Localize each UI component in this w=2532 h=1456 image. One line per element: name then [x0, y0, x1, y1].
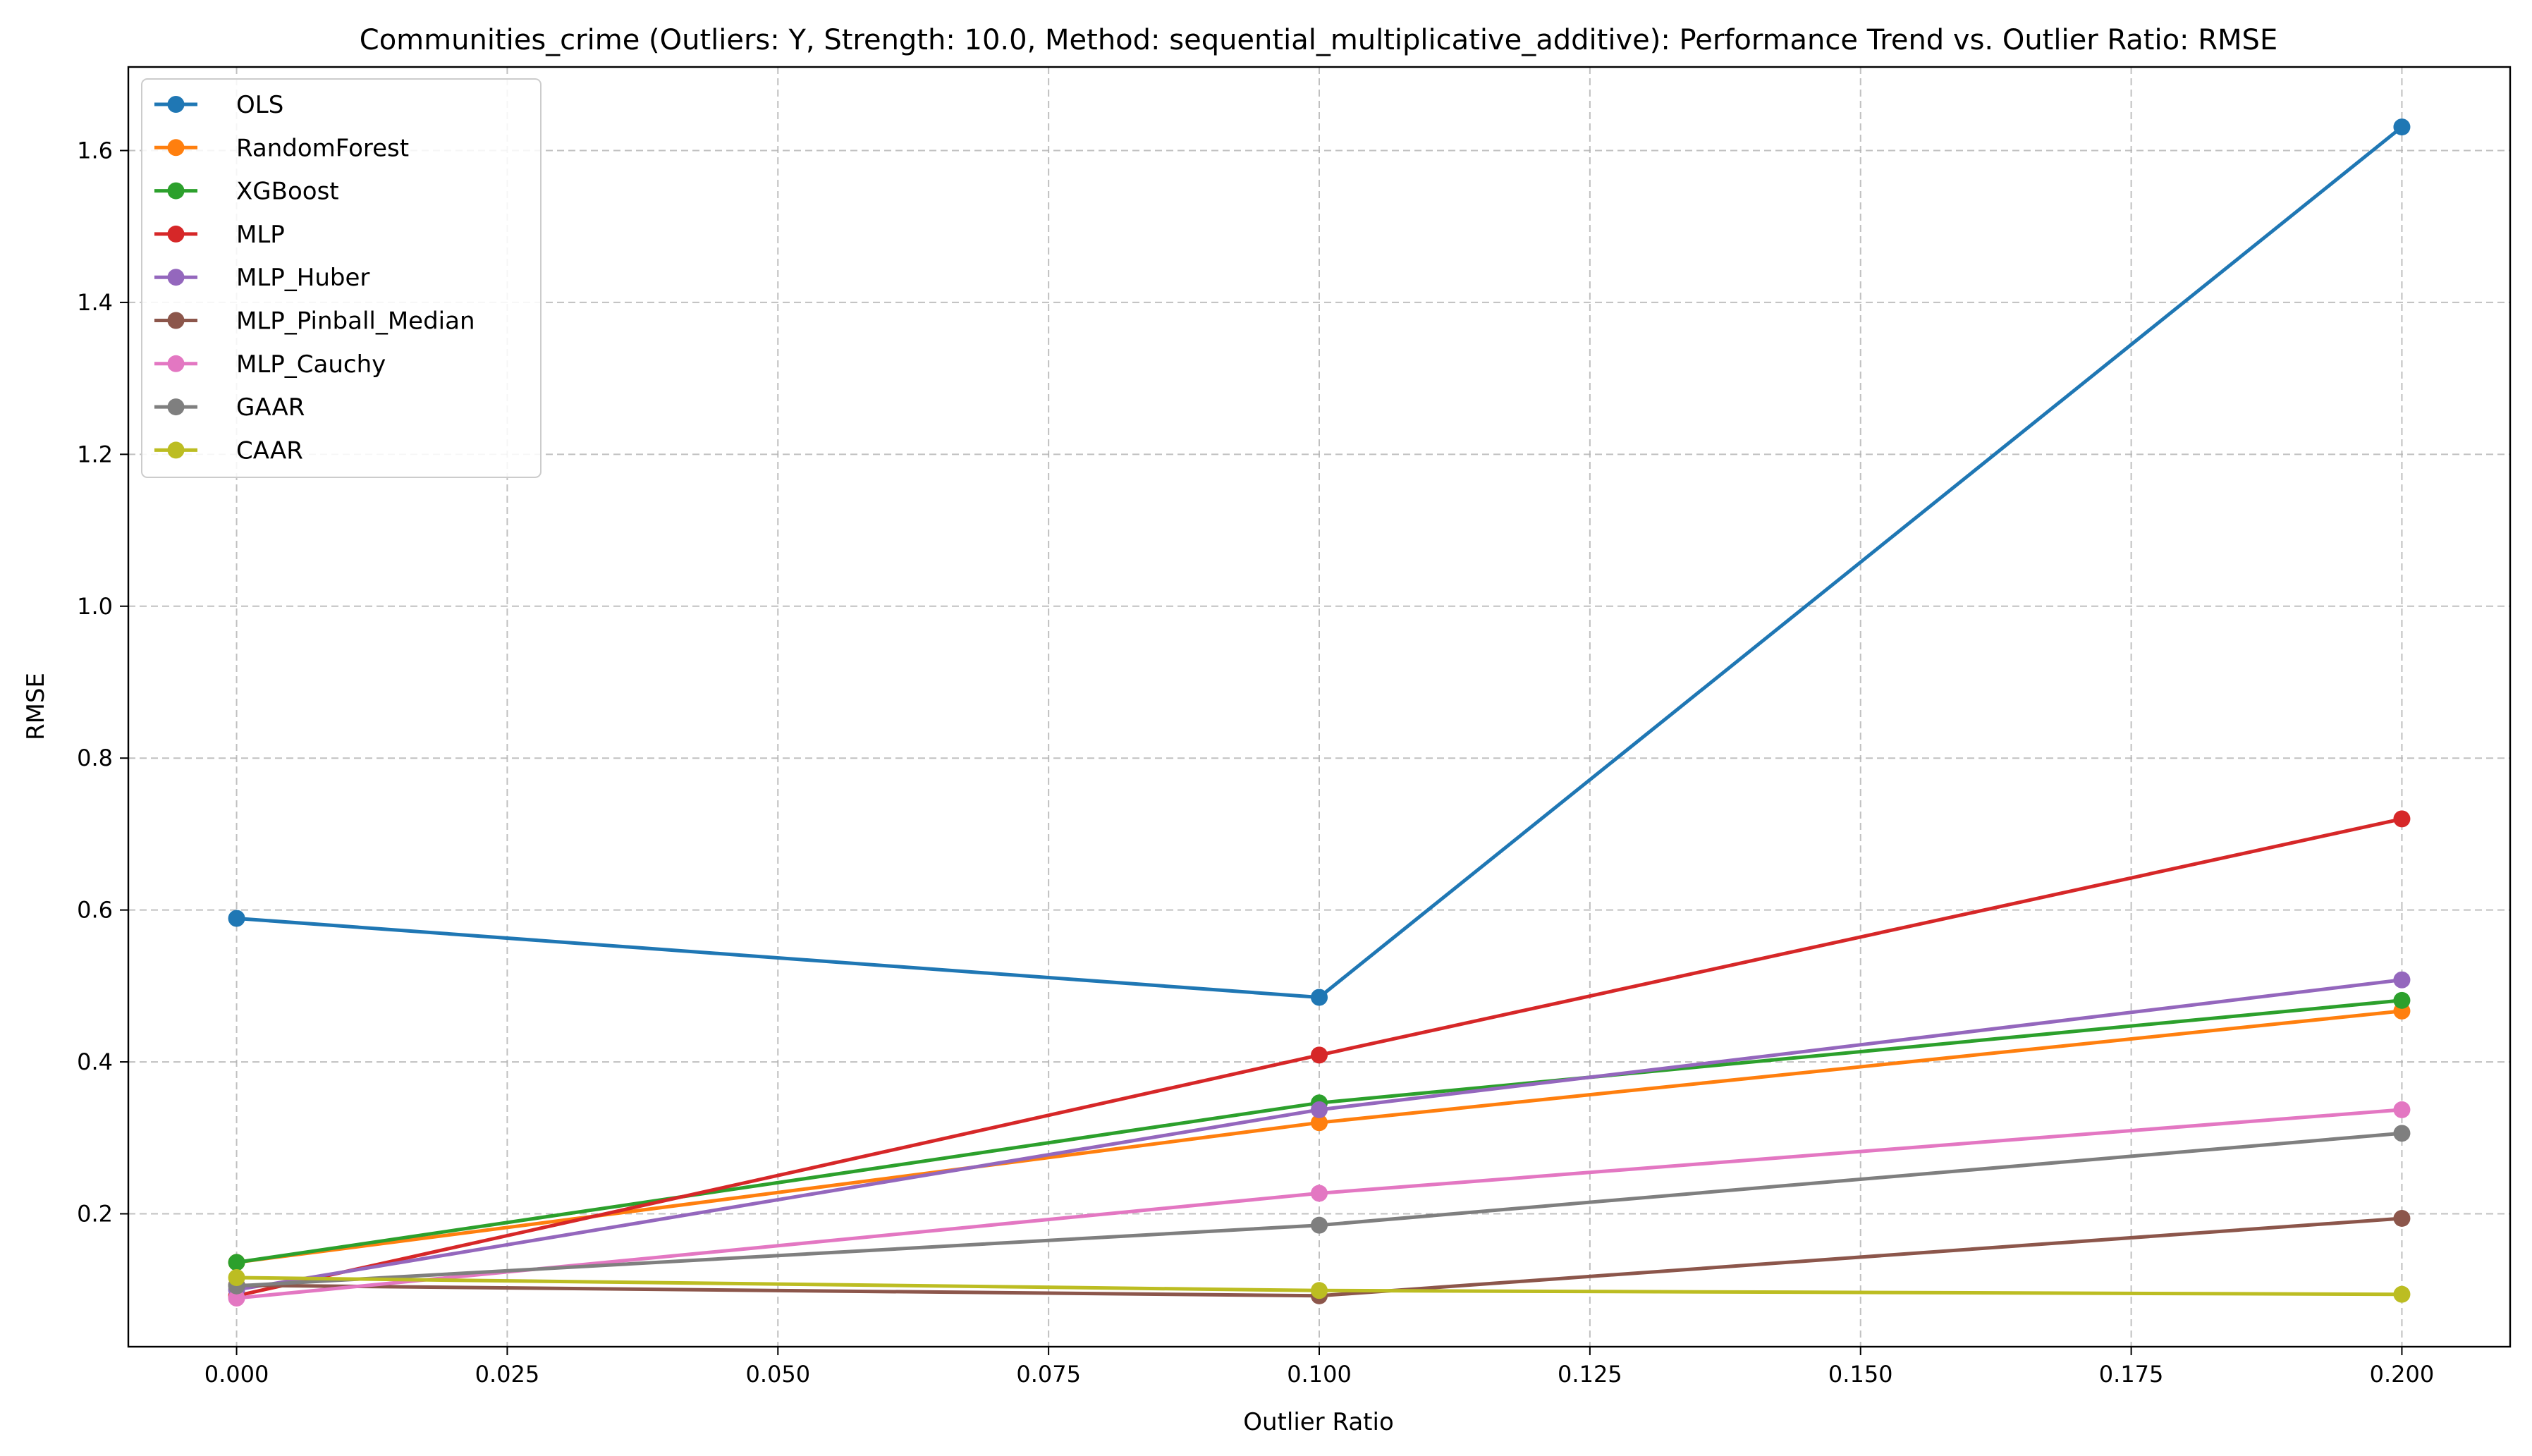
y-tick-label: 1.4 [77, 289, 113, 316]
data-point [1311, 1101, 1328, 1118]
data-point [1311, 1114, 1328, 1132]
data-point [2393, 1101, 2411, 1118]
data-point [2393, 810, 2411, 828]
y-tick-label: 1.0 [77, 593, 113, 620]
y-tick-label: 0.4 [77, 1048, 113, 1075]
legend: OLS RandomForest XGBoost MLP MLP_Huber MLP_Pi… [141, 78, 542, 478]
data-point [1311, 989, 1328, 1006]
y-axis-label: RMSE [22, 673, 50, 740]
data-point [228, 1268, 245, 1286]
x-tick-label: 0.200 [2370, 1361, 2435, 1388]
series-lines [228, 118, 2411, 1307]
legend-label: XGBoost [236, 178, 339, 206]
data-point [2393, 1209, 2411, 1227]
legend-item: MLP_Huber [154, 264, 369, 292]
legend-marker [167, 139, 185, 157]
legend-marker [167, 182, 185, 200]
data-point [2393, 1125, 2411, 1142]
data-point [1311, 1185, 1328, 1202]
legend-marker [167, 269, 185, 286]
legend-marker [167, 441, 185, 459]
x-tick-label: 0.100 [1287, 1361, 1352, 1388]
legend-label: MLP_Cauchy [236, 350, 386, 379]
legend-label: MLP_Huber [236, 264, 369, 292]
legend-label: MLP_Pinball_Median [236, 307, 475, 336]
x-tick-label: 0.075 [1016, 1361, 1081, 1388]
legend-item: MLP_Cauchy [154, 350, 386, 379]
y-axis: 0.2 0.4 0.6 0.8 1.0 1.2 1.4 1.6 [77, 137, 128, 1227]
legend-item: MLP_Pinball_Median [154, 307, 475, 336]
data-point [2393, 118, 2411, 136]
data-point [2393, 1285, 2411, 1303]
legend-item: OLS [154, 91, 283, 119]
legend-marker [167, 398, 185, 416]
x-axis-label: Outlier Ratio [1243, 1408, 1394, 1436]
x-tick-label: 0.125 [1558, 1361, 1622, 1388]
legend-item: XGBoost [154, 178, 339, 206]
series-caar [228, 1268, 2411, 1303]
data-point [2393, 991, 2411, 1009]
series-ols [228, 118, 2411, 1006]
x-tick-label: 0.025 [475, 1361, 540, 1388]
data-point [1311, 1046, 1328, 1064]
legend-label: MLP [236, 221, 285, 249]
legend-label: OLS [236, 91, 283, 119]
legend-label: RandomForest [236, 134, 409, 162]
data-point [228, 910, 245, 927]
x-tick-label: 0.150 [1828, 1361, 1893, 1388]
legend-item: GAAR [154, 393, 305, 422]
series-mlp-cauchy [228, 1101, 2411, 1307]
data-point [2393, 971, 2411, 989]
legend-item: CAAR [154, 436, 303, 465]
legend-marker [167, 312, 185, 329]
data-point [1311, 1282, 1328, 1299]
legend-box [141, 78, 542, 478]
data-point [228, 1254, 245, 1271]
data-point [228, 1290, 245, 1307]
legend-marker [167, 355, 185, 372]
y-tick-label: 0.2 [77, 1200, 113, 1227]
x-tick-label: 0.175 [2099, 1361, 2164, 1388]
y-tick-label: 0.8 [77, 745, 113, 771]
legend-label: CAAR [236, 436, 303, 465]
y-tick-label: 1.2 [77, 441, 113, 467]
legend-label: GAAR [236, 393, 305, 422]
y-tick-label: 1.6 [77, 137, 113, 164]
legend-item: MLP [154, 221, 285, 249]
chart-title: Communities_crime (Outliers: Y, Strength… [360, 24, 2277, 56]
series-gaar [228, 1125, 2411, 1295]
x-axis: 0.000 0.025 0.050 0.075 0.100 0.125 0.150 0.175… [204, 1347, 2435, 1388]
legend-marker [167, 225, 185, 243]
x-tick-label: 0.050 [745, 1361, 810, 1388]
legend-item: RandomForest [154, 134, 409, 162]
x-tick-label: 0.000 [204, 1361, 269, 1388]
legend-marker [167, 96, 185, 113]
data-point [1311, 1216, 1328, 1234]
y-tick-label: 0.6 [77, 897, 113, 924]
